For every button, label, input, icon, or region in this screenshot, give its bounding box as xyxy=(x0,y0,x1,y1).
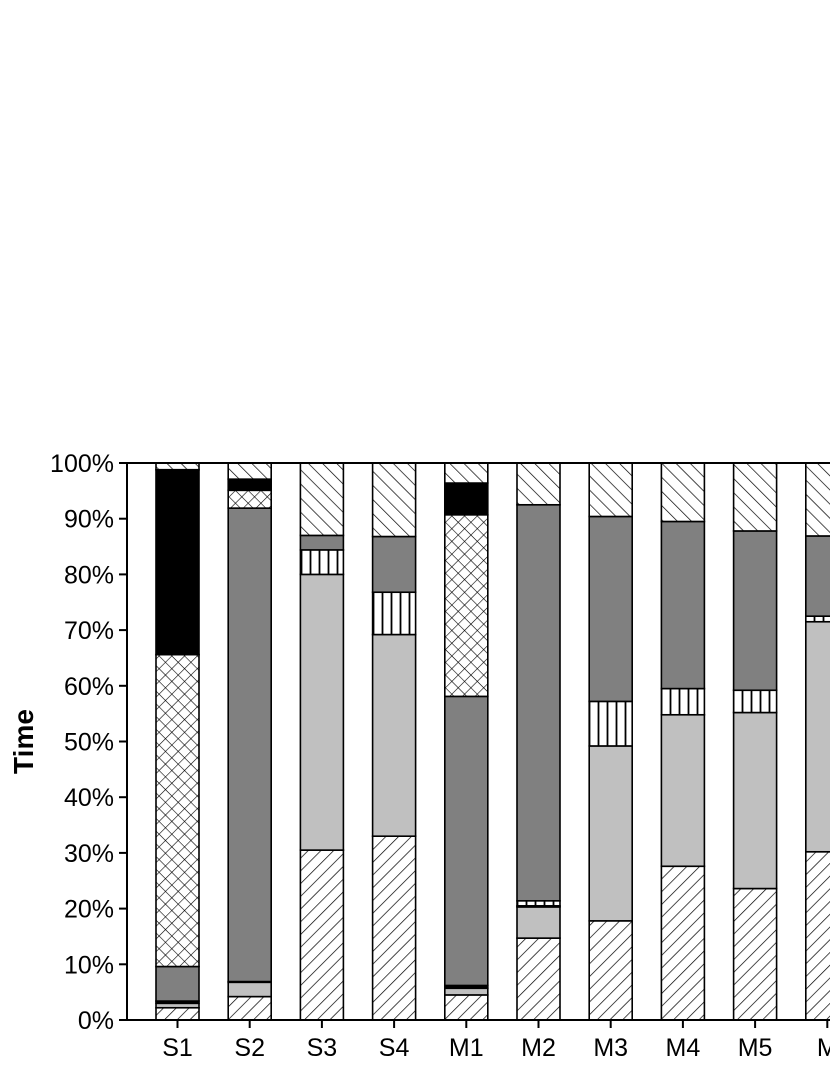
bar-segment-light-gray xyxy=(804,620,830,853)
bar-segment-black xyxy=(155,468,200,656)
bar-segment-diag-up-hatch xyxy=(588,920,634,1021)
bar-segment-diag-up-hatch xyxy=(516,937,561,1021)
bar-segment-crosshatch xyxy=(227,489,272,509)
x-tick-label: M3 xyxy=(593,1034,628,1062)
bar-segment-light-gray xyxy=(299,573,345,851)
bar-segment-diag-up-hatch xyxy=(155,1006,200,1021)
bar-segment-dark-gray xyxy=(443,695,489,987)
bar-segment-vertical-stripes xyxy=(588,700,634,747)
bar-segment-dark-gray xyxy=(371,535,417,594)
x-tick-label: M xyxy=(817,1034,830,1062)
y-tick-label: 30% xyxy=(64,840,114,868)
y-tick-label: 60% xyxy=(64,673,114,701)
y-axis: 0% 10% 20% 30% 40% 50% 60% 70% 80% 90% 100% xyxy=(50,450,127,1035)
plot-frame xyxy=(126,462,830,1021)
x-tick-label: M5 xyxy=(738,1034,773,1062)
bar-segment-light-gray xyxy=(371,633,417,837)
bar-segment-diag-up-hatch xyxy=(299,849,345,1021)
y-tick-label: 40% xyxy=(64,784,114,812)
bar-segment-vertical-stripes xyxy=(660,687,706,716)
y-tick-label: 90% xyxy=(64,506,114,534)
bar-segment-dark-gray xyxy=(804,535,830,617)
bar-segment-crosshatch xyxy=(443,514,489,698)
bar-segment-light-gray xyxy=(516,906,561,939)
bar-segment-light-gray xyxy=(660,713,706,868)
bar-segment-vertical-stripes xyxy=(732,689,778,714)
bar-segment-diag-up-hatch xyxy=(227,995,272,1021)
bar-segment-diag-up-hatch xyxy=(732,887,778,1021)
bar-segment-dark-gray xyxy=(732,530,778,692)
bar-segment-light-gray xyxy=(227,981,272,998)
bar-segment-diag-up-hatch xyxy=(443,994,489,1021)
bar-segment-light-gray xyxy=(443,987,489,996)
bar-segment-diag-up-hatch xyxy=(371,835,417,1021)
bar-segment-black xyxy=(443,482,489,516)
y-tick-label: 20% xyxy=(64,896,114,924)
bar-segment-diag-down-hatch xyxy=(588,462,634,518)
bar-segment-dark-gray xyxy=(516,503,561,902)
x-tick-label: S2 xyxy=(234,1034,265,1062)
bar-segment-diag-down-hatch xyxy=(732,462,778,532)
bar-segment-crosshatch xyxy=(155,653,200,968)
bar-segment-vertical-stripes xyxy=(299,549,345,576)
bar-segment-vertical-stripes xyxy=(371,591,417,636)
bar-segment-dark-gray xyxy=(299,534,345,551)
x-axis: S1 S2 S3 S4 M1 M2 M3 M4 M5 M xyxy=(162,1020,830,1062)
bar-segment-diag-down-hatch xyxy=(443,462,489,484)
bar-segment-light-gray xyxy=(588,745,634,922)
y-tick-label: 100% xyxy=(50,450,114,478)
y-tick-label: 10% xyxy=(64,951,114,979)
bar-segment-diag-down-hatch xyxy=(516,462,561,506)
bar-segment-diag-down-hatch xyxy=(155,462,200,471)
x-tick-label: S4 xyxy=(379,1034,410,1062)
bar-segment-dark-gray xyxy=(588,515,634,703)
bar-segment-vertical-stripes xyxy=(804,615,830,623)
bar-segment-diag-down-hatch xyxy=(660,462,706,523)
bar-segment-diag-up-hatch xyxy=(660,865,706,1021)
bar-segment-dark-gray xyxy=(155,965,200,1002)
bar-segment-diag-down-hatch xyxy=(227,462,272,480)
x-tick-label: S1 xyxy=(162,1034,193,1062)
bar-segment-diag-up-hatch xyxy=(804,850,830,1021)
y-tick-label: 70% xyxy=(64,617,114,645)
y-axis-label: Time xyxy=(8,709,39,774)
y-tick-label: 50% xyxy=(64,729,114,757)
bar-segment-dark-gray xyxy=(660,520,706,690)
bar-segment-diag-down-hatch xyxy=(804,462,830,537)
bar-segment-dark-gray xyxy=(227,507,272,983)
bar-segment-black xyxy=(227,478,272,492)
y-tick-label: 0% xyxy=(78,1007,114,1035)
x-tick-label: M4 xyxy=(666,1034,701,1062)
x-tick-label: S3 xyxy=(307,1034,338,1062)
bar-segment-diag-down-hatch xyxy=(371,462,417,538)
y-tick-label: 80% xyxy=(64,561,114,589)
bars-group xyxy=(155,462,830,1021)
x-tick-label: M1 xyxy=(449,1034,484,1062)
bar-segment-light-gray xyxy=(732,711,778,890)
x-tick-label: M2 xyxy=(521,1034,556,1062)
bar-segment-diag-down-hatch xyxy=(299,462,345,537)
